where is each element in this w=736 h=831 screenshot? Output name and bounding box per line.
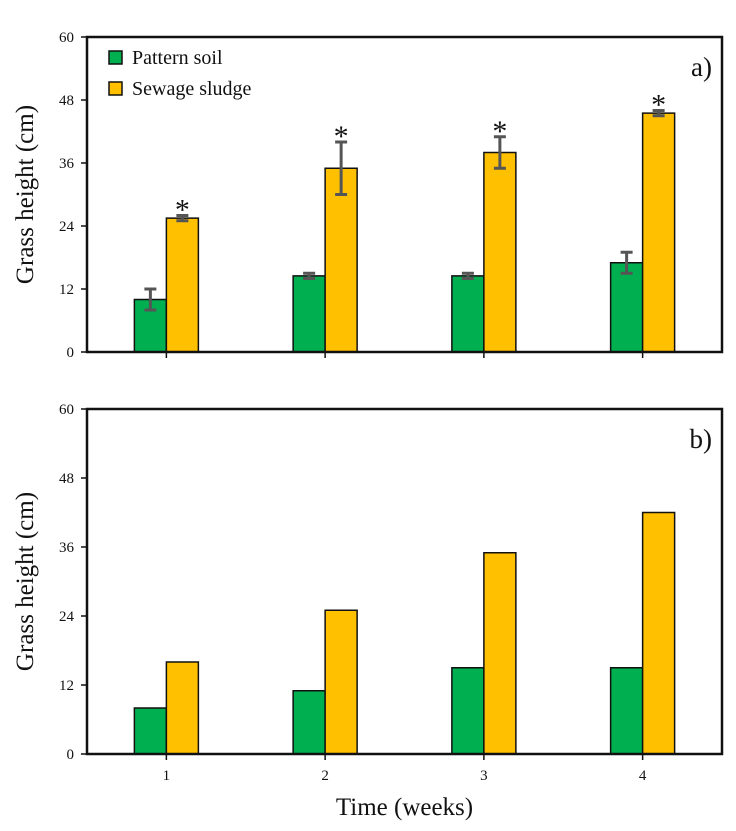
x-tick-label: 1: [163, 768, 171, 784]
significance-marker: *: [334, 120, 349, 153]
bar-pattern-soil-4: [609, 262, 644, 353]
y-tick-label: 0: [67, 747, 75, 763]
legend-swatch: [108, 50, 123, 65]
y-tick-label: 36: [59, 540, 75, 556]
y-tick-label: 48: [59, 471, 74, 487]
bar-sewage-sludge-1: [165, 217, 200, 353]
x-axis-label: Time (weeks): [336, 794, 473, 821]
x-tick-label: 3: [480, 768, 488, 784]
bar-pattern-soil-2: [292, 275, 326, 353]
bar-sewage-sludge-4: [641, 511, 676, 755]
bar-pattern-soil-1: [133, 707, 168, 755]
plot-frame: [85, 35, 724, 354]
significance-marker: *: [651, 89, 666, 122]
bar-sewage-sludge-2: [324, 609, 358, 755]
y-tick-label: 60: [59, 30, 74, 46]
bar-sewage-sludge-4: [641, 112, 676, 353]
y-axis-label: Grass height (cm): [12, 105, 39, 284]
bar-pattern-soil-3: [451, 667, 485, 755]
x-tick-label: 2: [321, 768, 329, 784]
legend-label: Pattern soil: [132, 47, 223, 69]
y-tick-label: 60: [59, 402, 74, 418]
legend-swatch: [108, 81, 123, 96]
bar-pattern-soil-2: [292, 690, 326, 755]
y-tick-label: 48: [59, 93, 74, 109]
y-tick-label: 12: [59, 282, 74, 298]
significance-marker: *: [492, 115, 507, 148]
significance-marker: *: [175, 194, 190, 227]
plot-frame: [85, 407, 724, 756]
panel-label: a): [691, 52, 712, 82]
panel-a: * * * * 0 12 24 36 48 60 Grass height (cm) a) Patter…: [12, 30, 724, 361]
y-tick-label: 24: [59, 219, 75, 235]
bar-pattern-soil-4: [609, 667, 644, 755]
bar-sewage-sludge-3: [483, 552, 517, 755]
x-tick-label: 4: [639, 768, 647, 784]
bar-sewage-sludge-3: [483, 151, 517, 353]
bar-sewage-sludge-1: [165, 661, 200, 755]
y-tick-label: 24: [59, 609, 75, 625]
y-tick-label: 36: [59, 156, 75, 172]
y-tick-label: 12: [59, 678, 74, 694]
bar-pattern-soil-3: [451, 275, 485, 353]
y-tick-label: 0: [67, 345, 75, 361]
y-axis-label: Grass height (cm): [12, 492, 39, 671]
panel-label: b): [690, 424, 713, 454]
legend-label: Sewage sludge: [132, 78, 252, 100]
